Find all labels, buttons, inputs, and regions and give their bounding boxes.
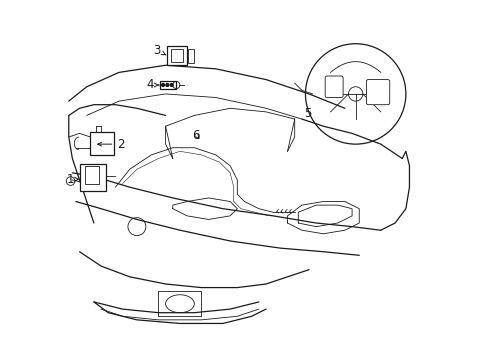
Text: 3: 3 <box>153 44 165 57</box>
Bar <box>85 166 99 184</box>
Circle shape <box>165 84 168 86</box>
Circle shape <box>170 84 173 86</box>
Circle shape <box>162 84 164 86</box>
Bar <box>80 164 106 191</box>
Text: 2: 2 <box>98 138 124 150</box>
Bar <box>187 49 194 63</box>
Bar <box>167 45 187 65</box>
Bar <box>160 81 176 89</box>
Text: 1: 1 <box>67 173 78 186</box>
Bar <box>171 49 183 62</box>
Text: 6: 6 <box>192 129 200 142</box>
Text: 4: 4 <box>145 78 159 91</box>
Text: 5: 5 <box>303 107 310 120</box>
FancyBboxPatch shape <box>366 80 389 105</box>
FancyBboxPatch shape <box>325 76 343 98</box>
Bar <box>158 291 201 316</box>
Bar <box>90 132 113 155</box>
